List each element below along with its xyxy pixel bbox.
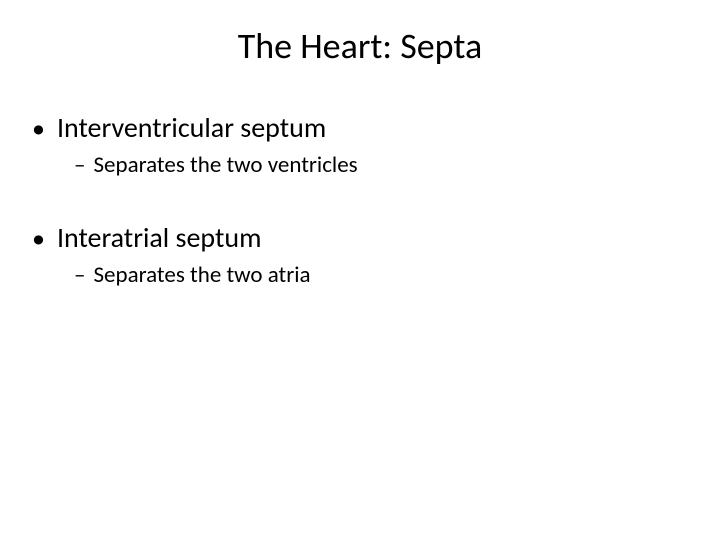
- slide-container: The Heart: Septa • Interventricular sept…: [0, 0, 720, 540]
- slide-title: The Heart: Septa: [0, 24, 720, 68]
- sub-text: Separates the two ventricles: [93, 150, 357, 180]
- bullet-marker: •: [32, 220, 45, 256]
- bullet-item: • Interventricular septum: [32, 110, 720, 146]
- bullet-text: Interatrial septum: [57, 220, 262, 256]
- bullet-item: • Interatrial septum: [32, 220, 720, 256]
- slide-content: • Interventricular septum – Separates th…: [0, 110, 720, 290]
- sub-item: – Separates the two ventricles: [32, 150, 720, 180]
- sub-item: – Separates the two atria: [32, 260, 720, 290]
- sub-marker: –: [74, 150, 85, 180]
- bullet-marker: •: [32, 110, 45, 146]
- bullet-text: Interventricular septum: [57, 110, 326, 146]
- sub-marker: –: [74, 260, 85, 290]
- sub-text: Separates the two atria: [93, 260, 310, 290]
